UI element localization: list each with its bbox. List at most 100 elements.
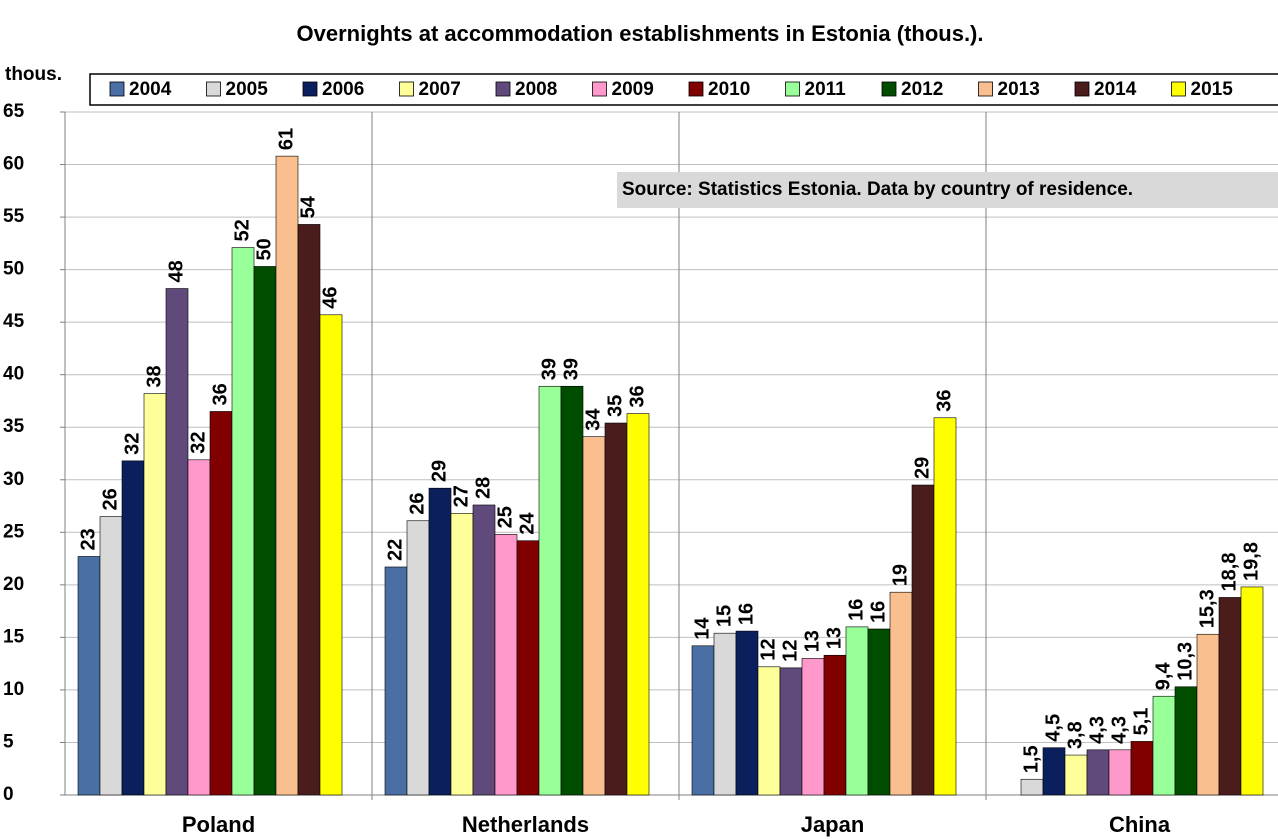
bar xyxy=(231,247,255,796)
data-label: 23 xyxy=(77,528,99,550)
bar xyxy=(428,487,452,796)
data-label: 36 xyxy=(209,383,231,405)
legend-swatch xyxy=(688,81,704,97)
bar xyxy=(845,626,869,796)
legend-label: 2009 xyxy=(612,79,654,100)
legend-swatch xyxy=(399,81,414,97)
y-tick-label: 10 xyxy=(3,679,24,700)
x-tick-label: Japan xyxy=(801,812,865,837)
bars: 23 22 14 26 26 15 1,5 32 29 16 4,5 38 27 12 3,8 48 28 12 4… xyxy=(77,128,1264,796)
bar xyxy=(933,417,957,796)
bar xyxy=(275,155,299,796)
y-tick-label: 35 xyxy=(3,416,25,437)
legend-label: 2005 xyxy=(226,79,269,100)
y-tick-label: 0 xyxy=(3,784,14,805)
data-label: 19,8 xyxy=(1240,542,1262,581)
bar xyxy=(1130,741,1154,796)
legend-label: 2015 xyxy=(1191,79,1234,100)
data-label: 26 xyxy=(406,492,428,514)
y-tick-label: 5 xyxy=(3,731,14,752)
y-tick-label: 50 xyxy=(3,259,24,280)
data-label: 27 xyxy=(450,485,472,507)
data-label: 1,5 xyxy=(1020,745,1042,773)
legend-swatch xyxy=(302,81,318,97)
y-tick-label: 20 xyxy=(3,574,24,595)
data-label: 36 xyxy=(626,385,648,407)
y-tick-label: 55 xyxy=(3,206,25,227)
data-label: 3,8 xyxy=(1064,721,1086,749)
bar xyxy=(823,654,847,796)
bar xyxy=(494,534,518,796)
legend-swatch xyxy=(592,81,607,97)
legend-label: 2013 xyxy=(998,79,1040,100)
legend-label: 2008 xyxy=(515,79,557,100)
bar xyxy=(538,385,562,796)
bar xyxy=(209,411,233,796)
bar xyxy=(143,393,167,796)
bar xyxy=(297,224,321,796)
x-tick-label: Netherlands xyxy=(462,812,589,837)
data-label: 18,8 xyxy=(1218,553,1240,592)
data-label: 52 xyxy=(231,219,253,241)
data-label: 46 xyxy=(319,287,341,309)
bar xyxy=(77,556,101,796)
bar xyxy=(604,422,628,796)
data-label: 28 xyxy=(472,477,494,499)
data-label: 5,1 xyxy=(1130,708,1152,736)
y-tick-label: 45 xyxy=(3,311,25,332)
data-label: 10,3 xyxy=(1174,642,1196,681)
data-label: 36 xyxy=(933,390,955,412)
data-label: 12 xyxy=(757,639,779,661)
x-tick-label: Poland xyxy=(182,812,255,837)
bar xyxy=(1152,695,1176,796)
data-label: 38 xyxy=(143,365,165,387)
bar xyxy=(626,413,650,796)
bar xyxy=(1086,749,1110,796)
data-label: 19 xyxy=(889,564,911,586)
bar xyxy=(1020,778,1044,796)
data-label: 13 xyxy=(801,630,823,652)
x-tick-label: China xyxy=(1109,812,1171,837)
bar xyxy=(757,666,781,796)
bar xyxy=(121,460,145,796)
legend-label: 2011 xyxy=(805,79,847,100)
bar xyxy=(582,436,606,796)
chart-title: Overnights at accommodation establishmen… xyxy=(297,21,984,46)
bar xyxy=(187,459,211,796)
data-label: 48 xyxy=(165,260,187,282)
bar xyxy=(165,288,189,796)
bar xyxy=(1042,747,1066,796)
data-label: 12 xyxy=(779,640,801,662)
data-label: 34 xyxy=(582,408,604,431)
legend-label: 2006 xyxy=(322,79,364,100)
data-label: 50 xyxy=(253,238,275,260)
data-label: 15,3 xyxy=(1196,589,1218,628)
y-tick-label: 40 xyxy=(3,364,24,385)
bar xyxy=(99,516,123,796)
legend-label: 2014 xyxy=(1094,79,1137,100)
data-label: 24 xyxy=(516,512,538,535)
legend-swatch xyxy=(1171,81,1186,97)
annotation: Source: Statistics Estonia. Data by coun… xyxy=(622,179,1133,200)
bar xyxy=(253,266,277,796)
data-label: 54 xyxy=(297,195,319,218)
legend-swatch xyxy=(206,81,221,97)
legend-swatch xyxy=(109,81,125,97)
legend-label: 2010 xyxy=(708,79,750,100)
bar xyxy=(1108,749,1132,796)
y-tick-label: 30 xyxy=(3,469,24,490)
data-label: 4,5 xyxy=(1042,714,1064,742)
data-label: 29 xyxy=(911,457,933,479)
data-label: 39 xyxy=(560,358,582,380)
data-label: 16 xyxy=(845,599,867,621)
data-label: 35 xyxy=(604,395,626,417)
data-label: 25 xyxy=(494,506,516,528)
data-label: 26 xyxy=(99,488,121,510)
bar xyxy=(889,591,913,796)
y-tick-label: 25 xyxy=(3,521,25,542)
legend-label: 2004 xyxy=(129,79,172,100)
legend-swatch xyxy=(881,81,897,97)
legend-label: 2012 xyxy=(901,79,943,100)
bar xyxy=(406,520,430,796)
